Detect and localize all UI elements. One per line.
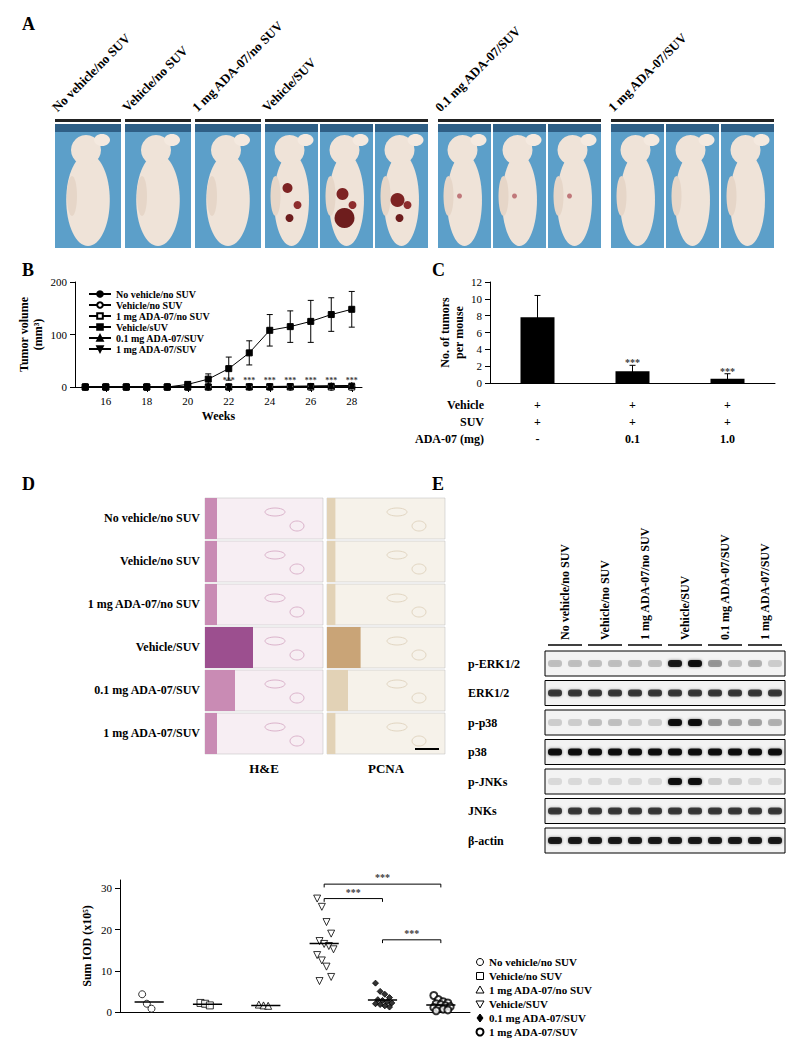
svg-text:Vehicle/SUV: Vehicle/SUV xyxy=(259,55,319,115)
svg-text:0: 0 xyxy=(477,377,483,389)
svg-text:26: 26 xyxy=(305,395,317,407)
svg-text:ERK1/2: ERK1/2 xyxy=(468,686,509,700)
svg-text:1 mg ADA-07/SUV: 1 mg ADA-07/SUV xyxy=(758,543,772,640)
svg-text:0.1 mg ADA-07/SUV: 0.1 mg ADA-07/SUV xyxy=(489,1012,586,1024)
svg-text:6: 6 xyxy=(477,327,483,339)
svg-text:per mouse: per mouse xyxy=(452,305,466,358)
svg-text:1 mg ADA-07/SUV: 1 mg ADA-07/SUV xyxy=(489,1026,578,1038)
svg-text:No. of tumors: No. of tumors xyxy=(438,297,452,368)
svg-text:Vehicle/sUV: Vehicle/sUV xyxy=(116,322,169,333)
svg-text:***: *** xyxy=(625,357,640,368)
svg-text:C: C xyxy=(432,260,445,280)
svg-text:No vehicle/no SUV: No vehicle/no SUV xyxy=(558,544,572,640)
svg-text:1 mg ADA-07/no SUV: 1 mg ADA-07/no SUV xyxy=(189,18,286,115)
svg-text:No vehicle/no SUV: No vehicle/no SUV xyxy=(489,956,577,968)
svg-text:20: 20 xyxy=(101,924,113,936)
svg-text:***: *** xyxy=(346,887,361,898)
svg-text:p-p38: p-p38 xyxy=(468,716,497,730)
svg-text:p-JNKs: p-JNKs xyxy=(468,775,508,789)
svg-text:+: + xyxy=(724,398,731,412)
svg-text:JNKs: JNKs xyxy=(468,804,497,818)
svg-text:0: 0 xyxy=(107,1006,113,1018)
svg-text:A: A xyxy=(22,14,35,34)
svg-text:***: *** xyxy=(284,376,296,385)
svg-text:***: *** xyxy=(404,928,419,939)
svg-text:Vehicle/SUV: Vehicle/SUV xyxy=(136,640,201,654)
svg-text:18: 18 xyxy=(141,395,153,407)
svg-text:Vehicle/no SUV: Vehicle/no SUV xyxy=(116,300,183,311)
svg-text:Vehicle/no SUV: Vehicle/no SUV xyxy=(489,970,562,982)
svg-text:4: 4 xyxy=(477,343,483,355)
svg-text:1 mg ADA-07/SUV: 1 mg ADA-07/SUV xyxy=(605,30,690,115)
svg-text:+: + xyxy=(534,398,541,412)
svg-text:Sum IOD (x10⁵): Sum IOD (x10⁵) xyxy=(80,905,94,987)
svg-text:1 mg ADA-07/no SUV: 1 mg ADA-07/no SUV xyxy=(489,984,592,996)
svg-text:-: - xyxy=(536,432,540,446)
svg-text:H&E: H&E xyxy=(249,761,279,776)
svg-text:2: 2 xyxy=(477,360,483,372)
svg-text:+: + xyxy=(629,398,636,412)
svg-text:0.1 mg ADA-07/SUV: 0.1 mg ADA-07/SUV xyxy=(94,683,200,697)
svg-text:***: *** xyxy=(325,376,337,385)
svg-text:+: + xyxy=(629,415,636,429)
svg-text:0: 0 xyxy=(62,381,68,393)
svg-text:100: 100 xyxy=(51,329,68,341)
svg-text:1 mg ADA-07/no SUV: 1 mg ADA-07/no SUV xyxy=(116,311,210,322)
svg-text:***: *** xyxy=(346,376,358,385)
svg-text:0.1: 0.1 xyxy=(625,432,640,446)
svg-text:Vehicle: Vehicle xyxy=(447,398,485,412)
svg-text:10: 10 xyxy=(101,965,113,977)
svg-text:PCNA: PCNA xyxy=(368,761,405,776)
svg-text:12: 12 xyxy=(471,276,482,288)
svg-text:No vehicle/no SUV: No vehicle/no SUV xyxy=(116,289,197,300)
svg-text:***: *** xyxy=(264,376,276,385)
svg-text:B: B xyxy=(22,260,34,280)
svg-text:Weeks: Weeks xyxy=(202,409,236,423)
svg-text:p-ERK1/2: p-ERK1/2 xyxy=(468,657,520,671)
svg-text:10: 10 xyxy=(471,293,483,305)
svg-text:***: *** xyxy=(720,366,735,377)
svg-text:8: 8 xyxy=(477,310,483,322)
svg-text:1 mg ADA-07/no SUV: 1 mg ADA-07/no SUV xyxy=(88,597,201,611)
svg-text:0.1 mg ADA-07/SUV: 0.1 mg ADA-07/SUV xyxy=(116,333,205,344)
svg-text:Vehicle/SUV: Vehicle/SUV xyxy=(678,575,692,640)
svg-text:0.1 mg ADA-07/SUV: 0.1 mg ADA-07/SUV xyxy=(718,534,732,640)
svg-text:200: 200 xyxy=(51,276,68,288)
svg-text:Vehicle/no SUV: Vehicle/no SUV xyxy=(120,554,200,568)
svg-text:***: *** xyxy=(223,376,235,385)
svg-text:22: 22 xyxy=(223,395,234,407)
svg-text:1 mg ADA-07/SUV: 1 mg ADA-07/SUV xyxy=(103,726,200,740)
svg-text:20: 20 xyxy=(182,395,194,407)
svg-text:No vehicle/no SUV: No vehicle/no SUV xyxy=(104,511,200,525)
svg-text:***: *** xyxy=(243,376,255,385)
svg-text:(mm³): (mm³) xyxy=(31,319,45,351)
svg-text:Tumor volume: Tumor volume xyxy=(17,296,31,372)
svg-text:ADA-07 (mg): ADA-07 (mg) xyxy=(415,432,484,446)
svg-text:p38: p38 xyxy=(468,745,487,759)
svg-text:No vehicle/no SUV: No vehicle/no SUV xyxy=(49,30,134,115)
svg-text:1 mg ADA-07/SUV: 1 mg ADA-07/SUV xyxy=(116,344,197,355)
svg-text:30: 30 xyxy=(101,882,113,894)
svg-text:β-actin: β-actin xyxy=(468,834,504,848)
svg-text:1.0: 1.0 xyxy=(720,432,735,446)
svg-text:+: + xyxy=(724,415,731,429)
svg-text:1 mg ADA-07/no SUV: 1 mg ADA-07/no SUV xyxy=(638,527,652,640)
svg-text:D: D xyxy=(22,474,35,494)
svg-text:***: *** xyxy=(305,376,317,385)
svg-text:+: + xyxy=(534,415,541,429)
svg-text:SUV: SUV xyxy=(460,415,484,429)
svg-text:Vehicle/no SUV: Vehicle/no SUV xyxy=(598,560,612,640)
svg-text:***: *** xyxy=(375,872,390,883)
svg-text:Vehicle/no SUV: Vehicle/no SUV xyxy=(119,43,191,115)
svg-text:16: 16 xyxy=(100,395,112,407)
svg-text:Vehicle/SUV: Vehicle/SUV xyxy=(489,998,548,1010)
svg-text:E: E xyxy=(432,474,444,494)
svg-text:24: 24 xyxy=(264,395,276,407)
svg-text:28: 28 xyxy=(346,395,358,407)
svg-text:0.1 mg ADA-07/SUV: 0.1 mg ADA-07/SUV xyxy=(432,23,524,115)
